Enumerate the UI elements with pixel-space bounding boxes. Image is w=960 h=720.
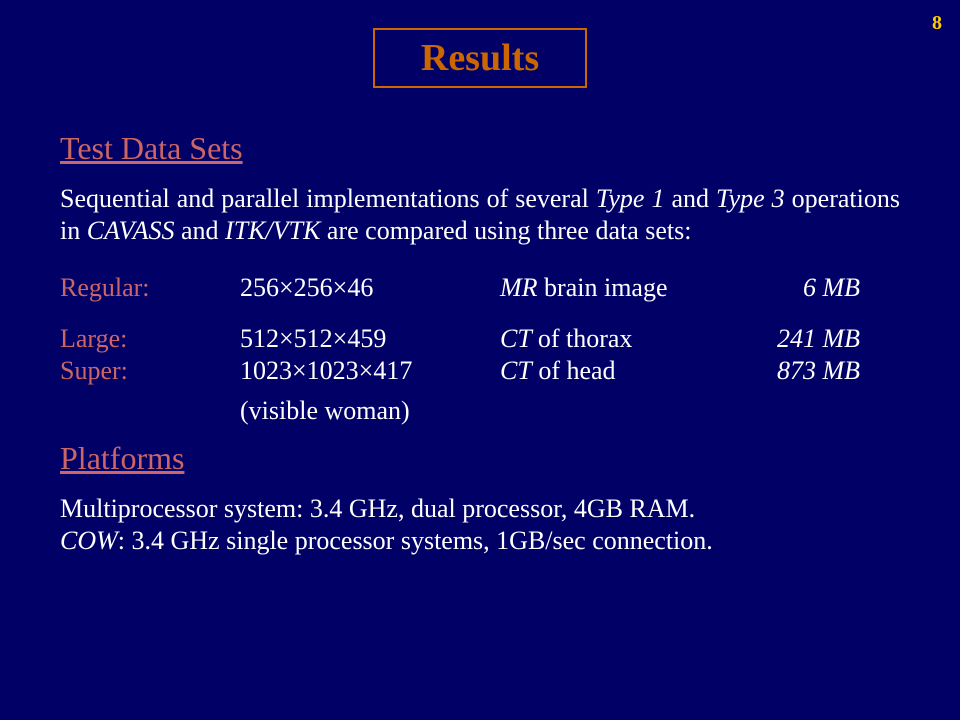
cell-dims: 1023×1023×417 [240, 355, 500, 388]
platform-line2-rest: : 3.4 GHz single processor systems, 1GB/… [118, 526, 713, 555]
platform-cow: COW [60, 526, 118, 555]
cell-label: Large: [60, 323, 240, 356]
cell-size: 6 MB [740, 272, 860, 323]
table-row: Super: 1023×1023×417 CT of head 873 MB [60, 355, 860, 388]
slide-title: Results [421, 37, 539, 79]
intro-pre: Sequential and parallel implementations … [60, 184, 596, 213]
cell-dims: 256×256×46 [240, 272, 500, 323]
intro-post: are compared using three data sets: [320, 216, 691, 245]
desc-it: CT [500, 356, 532, 385]
super-subnote: (visible woman) [240, 396, 900, 426]
platform-line1: Multiprocessor system: 3.4 GHz, dual pro… [60, 494, 695, 523]
datasets-table: Regular: 256×256×46 MR brain image 6 MB … [60, 272, 860, 388]
intro-itkvtk: ITK/VTK [225, 216, 320, 245]
intro-mid3: and [175, 216, 226, 245]
title-wrap: Results [60, 28, 900, 116]
cell-desc: CT of head [500, 355, 740, 388]
table-row: Regular: 256×256×46 MR brain image 6 MB [60, 272, 860, 323]
desc-rm: of head [532, 356, 616, 385]
cell-label: Regular: [60, 272, 240, 323]
cell-desc: MR brain image [500, 272, 740, 323]
intro-paragraph: Sequential and parallel implementations … [60, 183, 900, 246]
cell-dims: 512×512×459 [240, 323, 500, 356]
cell-size: 241 MB [740, 323, 860, 356]
desc-rm: brain image [538, 273, 668, 302]
intro-mid1: and [664, 184, 716, 213]
desc-rm: of thorax [538, 324, 633, 353]
cell-label: Super: [60, 355, 240, 388]
intro-cavass: CAVASS [87, 216, 175, 245]
table-row: Large: 512×512×459 CT of thorax 241 MB [60, 323, 860, 356]
heading-test-data-sets: Test Data Sets [60, 130, 900, 167]
desc-it: CT [500, 324, 538, 353]
heading-platforms: Platforms [60, 440, 900, 477]
slide: 8 Results Test Data Sets Sequential and … [0, 0, 960, 720]
intro-type1: Type 1 [596, 184, 665, 213]
desc-it: MR [500, 273, 538, 302]
cell-size: 873 MB [740, 355, 860, 388]
page-number: 8 [932, 12, 942, 35]
intro-type3: Type 3 [716, 184, 785, 213]
platforms-paragraph: Multiprocessor system: 3.4 GHz, dual pro… [60, 493, 900, 556]
cell-desc: CT of thorax [500, 323, 740, 356]
title-box: Results [373, 28, 587, 88]
